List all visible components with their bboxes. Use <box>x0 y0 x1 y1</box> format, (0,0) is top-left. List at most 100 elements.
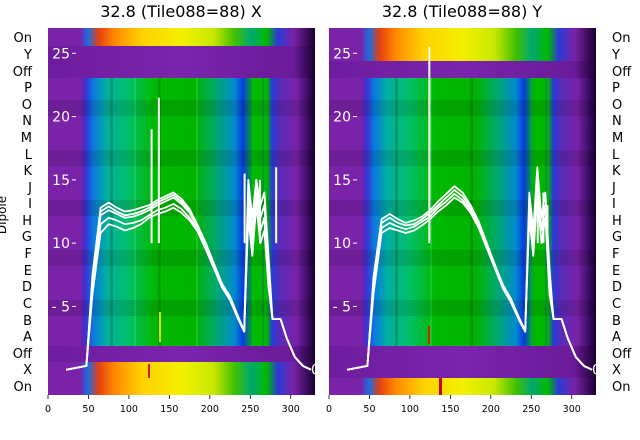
x-tick-label: 100 <box>120 404 138 415</box>
row-shade <box>48 250 315 266</box>
x-tick-label: 0 <box>45 404 51 415</box>
overlay-y-tick-label: - 20 <box>43 110 70 126</box>
panel-y-title: 32.8 (Tile088=88) Y <box>382 2 543 21</box>
row-label-x-14: E <box>24 264 32 279</box>
row-shade <box>48 100 315 116</box>
hot-pixel <box>148 364 150 378</box>
row-shade <box>329 250 596 266</box>
overlay-y-tick-label: - 10 <box>324 236 351 252</box>
row-label-x-19: Off <box>13 347 33 362</box>
row-labels-y: On Y Off P O N M L K J I H G F E D C B A… <box>611 31 632 395</box>
row-label-y-21: On <box>612 380 630 395</box>
row-label-x-3: P <box>24 81 32 96</box>
row-label-x-16: C <box>23 297 32 312</box>
overlay-yticks-y: - 5 - 10 - 15 - 20 - 25 0 <box>324 46 601 379</box>
row-labels-x: On Y Off P O N M L K J I H G F E D C B A… <box>13 31 33 395</box>
row-label-x-2: Off <box>13 65 33 80</box>
row-label-x-20: X <box>23 363 32 378</box>
row-label-y-18: A <box>612 330 621 345</box>
dipole-axis-label: Dipole <box>0 196 9 234</box>
row-shade <box>329 100 596 116</box>
row-label-x-7: L <box>25 148 33 163</box>
overlay-y-tick-label: - 15 <box>43 173 70 189</box>
row-label-x-8: K <box>23 164 32 179</box>
row-label-x-9: J <box>27 181 32 196</box>
row-label-x-1: Y <box>23 48 32 63</box>
row-label-y-14: E <box>612 264 620 279</box>
off-band-bottom-y <box>329 346 596 378</box>
x-tick-label: 300 <box>563 404 581 415</box>
row-label-y-7: L <box>612 148 620 163</box>
row-label-y-12: G <box>612 230 622 245</box>
x-axis-y: 0 50 100 150 200 250 300 <box>326 395 581 415</box>
series-line <box>347 179 593 371</box>
overlay-y-tick-label: - 5 <box>52 299 70 315</box>
row-label-y-13: F <box>612 247 619 262</box>
row-shade <box>329 150 596 166</box>
row-label-y-4: O <box>612 98 622 113</box>
hot-band-top-y <box>329 28 596 61</box>
panel-y: 32.8 (Tile088=88) Y On Y Off P O N M L K… <box>324 2 632 415</box>
row-label-x-12: G <box>22 230 32 245</box>
off-band-top-x <box>48 46 315 78</box>
row-label-y-15: D <box>612 280 622 295</box>
row-label-y-3: P <box>612 81 620 96</box>
x-tick-label: 150 <box>160 404 178 415</box>
heatmap-y: - 5 - 10 - 15 - 20 - 25 0 <box>324 28 601 395</box>
row-label-y-10: I <box>612 197 616 212</box>
stripe <box>134 78 136 346</box>
row-label-x-21: On <box>14 380 32 395</box>
row-label-x-13: F <box>25 247 32 262</box>
hot-band-bottom-x <box>48 362 315 395</box>
x-tick-label: 200 <box>482 404 500 415</box>
row-shade <box>48 150 315 166</box>
overlay-y-tick-label: - 5 <box>333 299 351 315</box>
overlay-x <box>66 97 312 371</box>
row-shade <box>48 300 315 316</box>
x-tick-label: 200 <box>201 404 219 415</box>
x-tick-label: 50 <box>82 404 94 415</box>
row-label-y-17: B <box>612 314 621 329</box>
row-label-x-10: I <box>28 197 32 212</box>
row-label-x-0: On <box>14 31 32 46</box>
row-label-y-0: On <box>612 31 630 46</box>
row-label-y-6: M <box>612 131 623 146</box>
row-label-y-9: J <box>611 181 616 196</box>
row-label-x-5: N <box>22 114 32 129</box>
row-label-y-11: H <box>612 214 622 229</box>
panel-x: 32.8 (Tile088=88) X On Y Off P O N M L K… <box>0 2 320 415</box>
row-label-y-2: Off <box>612 65 632 80</box>
x-tick-label: 50 <box>363 404 375 415</box>
row-label-x-17: B <box>23 314 32 329</box>
overlay-yticks-x: - 5 - 10 - 15 - 20 - 25 0 <box>43 46 320 379</box>
row-label-y-16: C <box>612 297 621 312</box>
row-label-x-15: D <box>22 280 32 295</box>
off-band-bottom-x <box>48 346 315 362</box>
hot-band-top-x <box>48 28 315 46</box>
x-axis-x: 0 50 100 150 200 250 300 <box>45 395 300 415</box>
row-label-x-18: A <box>23 330 32 345</box>
x-tick-label: 250 <box>241 404 259 415</box>
overlay-y-tick-label: - 25 <box>43 46 70 62</box>
hot-pixel <box>159 312 161 342</box>
row-label-x-4: O <box>22 98 32 113</box>
overlay-y-tick-label: - 10 <box>43 236 70 252</box>
overlay-y-tick-label: 0 <box>311 363 320 379</box>
overlay-y-tick-label: 0 <box>592 363 601 379</box>
x-tick-label: 150 <box>441 404 459 415</box>
series-line <box>66 179 312 371</box>
row-label-y-20: X <box>612 363 621 378</box>
row-label-y-1: Y <box>611 48 620 63</box>
x-tick-label: 250 <box>522 404 540 415</box>
hot-pixel <box>439 378 442 395</box>
row-label-y-5: N <box>612 114 622 129</box>
hot-pixel <box>428 326 430 344</box>
off-band-top-y <box>329 61 596 78</box>
row-label-y-8: K <box>612 164 621 179</box>
overlay-y-tick-label: - 25 <box>324 46 351 62</box>
stripe <box>196 78 198 346</box>
overlay-y-tick-label: - 20 <box>324 110 351 126</box>
x-tick-label: 0 <box>326 404 332 415</box>
heatmap-x: - 5 - 10 - 15 - 20 - 25 0 <box>43 28 320 395</box>
